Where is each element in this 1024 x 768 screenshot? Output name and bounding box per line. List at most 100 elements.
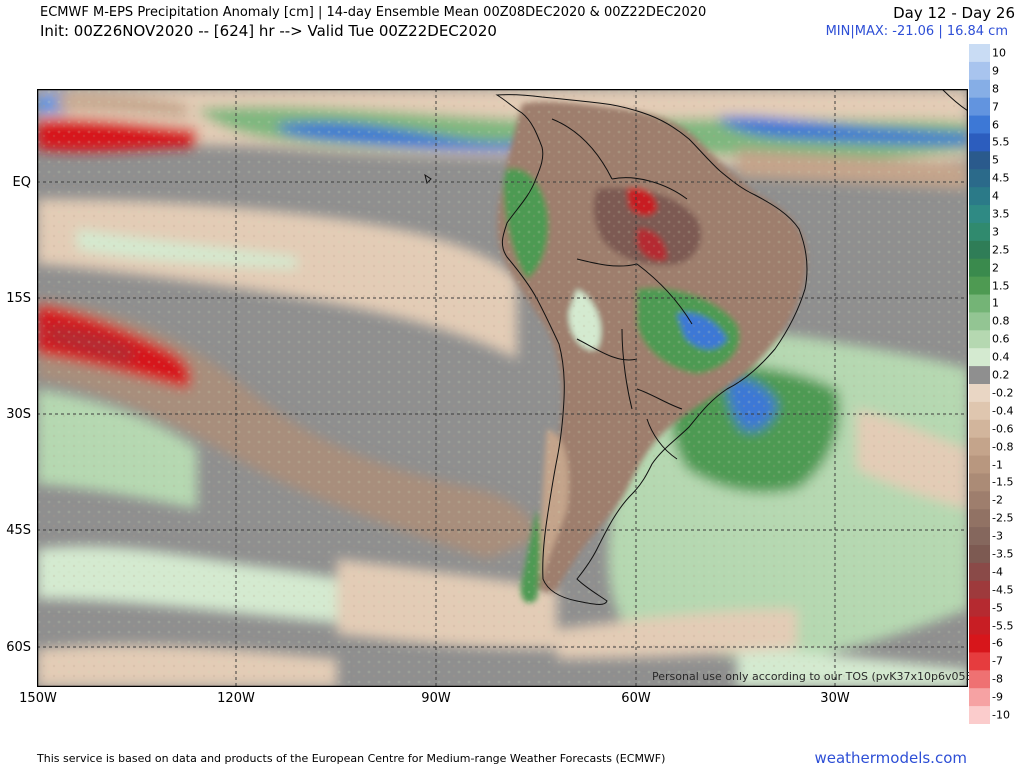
colorbar-label: -1.5: [992, 475, 1014, 489]
colorbar-label: 0.8: [992, 314, 1010, 328]
colorbar-label: 3.5: [992, 207, 1010, 221]
colorbar-label: 5.5: [992, 135, 1010, 149]
lon-label-30w: 30W: [820, 691, 850, 706]
colorbar-swatch: [969, 419, 990, 439]
colorbar-swatch: [969, 527, 990, 546]
colorbar-swatch: [969, 473, 990, 492]
field-texture: [37, 89, 968, 687]
lon-label-120w: 120W: [217, 691, 255, 706]
colorbar-swatch: [969, 79, 990, 99]
colorbar-label: -10: [992, 708, 1010, 722]
colorbar-label: -4.5: [992, 583, 1014, 597]
colorbar-swatch: [969, 580, 990, 600]
colorbar-label: -3.5: [992, 547, 1014, 561]
colorbar-label: 2.5: [992, 243, 1010, 257]
colorbar-swatch: [969, 312, 990, 331]
lon-label-150w: 150W: [19, 691, 57, 706]
colorbar-label: 8: [992, 82, 999, 96]
colorbar-label: 9: [992, 64, 999, 78]
colorbar-swatch: [969, 616, 990, 636]
colorbar-label: 0.4: [992, 350, 1010, 364]
colorbar-swatch: [969, 455, 990, 474]
colorbar-label: -6: [992, 636, 1003, 650]
colorbar-swatch: [969, 348, 990, 367]
day-range: Day 12 - Day 26: [893, 4, 1015, 22]
colorbar-swatch: [969, 97, 990, 117]
colorbar-swatch: [969, 634, 990, 653]
colorbar-swatch: [969, 401, 990, 421]
colorbar-label: 10: [992, 46, 1006, 60]
colorbar-label: 5: [992, 153, 999, 167]
brand-link[interactable]: weathermodels.com: [814, 749, 967, 767]
colorbar-swatch: [969, 652, 990, 671]
tos-disclaimer: Personal use only according to our TOS (…: [652, 670, 977, 683]
colorbar-label: 7: [992, 100, 999, 114]
colorbar-swatch: [969, 384, 990, 403]
colorbar-swatch: [969, 187, 990, 206]
colorbar: [969, 44, 990, 724]
chart-title: ECMWF M-EPS Precipitation Anomaly [cm] |…: [40, 5, 707, 20]
lat-label-eq: EQ: [12, 175, 31, 190]
init-valid-line: Init: 00Z26NOV2020 -- [624] hr --> Valid…: [40, 22, 497, 40]
map-canvas: [37, 89, 968, 687]
colorbar-swatch: [969, 276, 990, 296]
precipitation-anomaly-map: [37, 89, 968, 687]
graticule: [37, 89, 968, 687]
colorbar-swatch: [969, 258, 990, 278]
colorbar-swatch: [969, 115, 990, 134]
colorbar-swatch: [969, 545, 990, 564]
lon-label-90w: 90W: [421, 691, 451, 706]
colorbar-label: 3: [992, 225, 999, 239]
colorbar-swatch: [969, 205, 990, 224]
colorbar-swatch: [969, 562, 990, 582]
min-max-readout: MIN|MAX: -21.06 | 16.84 cm: [825, 24, 1008, 39]
colorbar-swatch: [969, 491, 990, 510]
map-border: [37, 89, 968, 687]
colorbar-swatch: [969, 240, 990, 260]
coastlines: [424, 89, 968, 605]
colorbar-label: 1: [992, 296, 999, 310]
colorbar-label: 6: [992, 118, 999, 132]
lat-label-45s: 45S: [6, 523, 31, 538]
colorbar-swatch: [969, 437, 990, 457]
colorbar-swatch: [969, 294, 990, 313]
colorbar-label: 0.6: [992, 332, 1010, 346]
lon-label-60w: 60W: [621, 691, 651, 706]
colorbar-swatch: [969, 133, 990, 152]
colorbar-swatch: [969, 688, 990, 707]
colorbar-label: -9: [992, 690, 1003, 704]
lat-label-30s: 30S: [6, 407, 31, 422]
colorbar-swatch: [969, 670, 990, 689]
colorbar-label: -3: [992, 529, 1003, 543]
colorbar-label: 4.5: [992, 171, 1010, 185]
colorbar-label: -4: [992, 565, 1003, 579]
colorbar-labels: 10 9 8 7 6 5.5 5 4.5 4 3.5 3 2.5 2 1.5 1 0.8 0.6 0.4 0.2 -0…: [992, 44, 1024, 724]
colorbar-swatch: [969, 44, 990, 63]
colorbar-label: -2.5: [992, 511, 1014, 525]
colorbar-label: -2: [992, 493, 1003, 507]
colorbar-label: -0.6: [992, 422, 1014, 436]
colorbar-label: -5: [992, 601, 1003, 615]
lat-label-15s: 15S: [6, 291, 31, 306]
colorbar-swatch: [969, 598, 990, 618]
colorbar-label: -0.2: [992, 386, 1014, 400]
colorbar-swatch: [969, 509, 990, 528]
colorbar-label: 4: [992, 189, 999, 203]
colorbar-label: -5.5: [992, 619, 1014, 633]
lat-label-60s: 60S: [6, 640, 31, 655]
colorbar-label: 1.5: [992, 279, 1010, 293]
colorbar-swatch: [969, 151, 990, 170]
colorbar-label: -0.4: [992, 404, 1014, 418]
colorbar-label: 0.2: [992, 368, 1010, 382]
colorbar-swatch: [969, 61, 990, 81]
colorbar-label: -7: [992, 654, 1003, 668]
colorbar-label: -0.8: [992, 440, 1014, 454]
colorbar-label: -8: [992, 672, 1003, 686]
colorbar-swatch: [969, 169, 990, 188]
colorbar-swatch: [969, 706, 990, 724]
colorbar-label: -1: [992, 458, 1003, 472]
colorbar-label: 2: [992, 261, 999, 275]
colorbar-swatch: [969, 222, 990, 242]
colorbar-swatch: [969, 330, 990, 349]
footer-notice: This service is based on data and produc…: [37, 752, 666, 765]
